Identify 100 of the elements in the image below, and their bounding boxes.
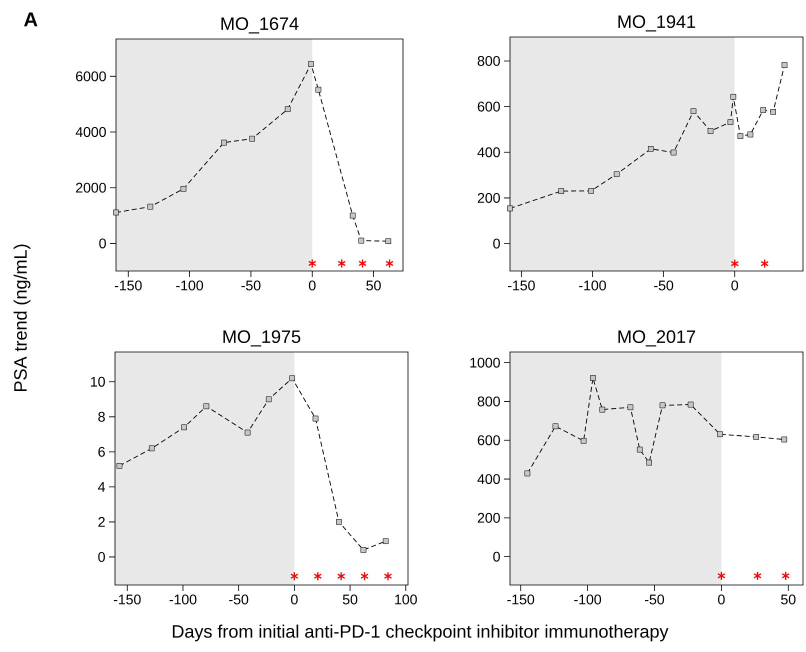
chart-title: MO_1975	[223, 330, 300, 346]
point	[358, 258, 367, 268]
point	[284, 106, 291, 112]
point	[113, 210, 119, 216]
x-tick-label: -150	[114, 594, 141, 604]
point	[660, 402, 666, 408]
x-tick-label: -100	[170, 594, 196, 604]
chart-title: MO_2017	[618, 330, 696, 346]
point	[244, 430, 250, 436]
y-tick-label: 600	[478, 435, 500, 446]
y-tick-label: 400	[477, 474, 500, 484]
x-tick-label: -150	[508, 280, 535, 290]
y-tick-label: 600	[478, 102, 500, 112]
y-tick-label: 800	[478, 396, 500, 406]
point	[181, 424, 187, 430]
point	[690, 108, 696, 114]
point	[760, 107, 766, 113]
point	[670, 150, 676, 156]
x-tick-label: -150	[507, 594, 534, 604]
x-tick-label: 0	[291, 594, 298, 604]
point	[590, 375, 596, 381]
point	[688, 402, 694, 408]
point	[507, 206, 513, 212]
point	[636, 446, 643, 452]
point	[646, 460, 652, 466]
x-tick-label: 50	[342, 594, 358, 604]
point	[266, 396, 272, 402]
y-tick-label: 0	[493, 238, 500, 249]
point	[312, 416, 318, 422]
point	[204, 403, 210, 410]
point	[782, 62, 788, 68]
x-tick-label: 100	[395, 594, 417, 604]
point	[717, 571, 726, 581]
y-tick-label: 6000	[76, 71, 106, 82]
y-tick-label: 800	[478, 56, 500, 66]
x-tick-label: -100	[176, 280, 204, 290]
point	[730, 259, 739, 268]
point	[524, 470, 530, 476]
point	[717, 431, 723, 438]
y-tick-label: 4000	[76, 127, 106, 137]
point	[760, 259, 769, 268]
x-tick-label: -150	[114, 280, 142, 290]
point	[708, 128, 714, 134]
y-tick-label: 6	[98, 446, 105, 457]
point	[628, 404, 634, 410]
point	[308, 258, 316, 268]
y-tick-label: 200	[478, 512, 500, 523]
point	[580, 438, 586, 444]
point	[588, 188, 594, 194]
point	[728, 119, 734, 125]
point	[358, 238, 364, 244]
x-tick-label: 0	[308, 280, 316, 290]
point	[753, 434, 760, 440]
point	[385, 258, 394, 268]
point	[770, 109, 776, 115]
y-tick-label: 0	[99, 238, 106, 248]
x-tick-label: -50	[241, 280, 260, 290]
point	[221, 140, 227, 146]
point	[382, 538, 389, 544]
y-tick-label: 1000	[470, 358, 500, 368]
point	[338, 258, 346, 268]
y-tick-label: 200	[478, 192, 500, 203]
point	[781, 571, 790, 581]
y-tick-label: 2000	[76, 182, 106, 193]
point	[360, 572, 369, 581]
point	[748, 132, 754, 138]
point	[180, 186, 186, 192]
point	[116, 463, 122, 469]
point	[148, 445, 155, 452]
point	[350, 212, 356, 218]
y-tick-label: 0	[493, 552, 500, 562]
point	[558, 188, 564, 194]
point	[249, 136, 255, 142]
point	[314, 572, 322, 581]
y-tick-label: 10	[90, 376, 105, 387]
point	[730, 94, 736, 100]
point	[552, 423, 558, 430]
y-tick-label: 2	[98, 517, 105, 527]
x-tick-label: -50	[645, 594, 664, 604]
x-tick-label: 0	[731, 280, 738, 290]
x-tick-label: 50	[366, 280, 381, 290]
y-axis-title: PSA trend (ng/mL)	[14, 244, 30, 392]
point	[385, 238, 392, 244]
x-tick-label: -100	[579, 280, 606, 290]
x-tick-label: -50	[229, 594, 248, 604]
point	[289, 375, 295, 382]
point	[781, 436, 788, 442]
x-tick-label: -50	[654, 280, 674, 290]
x-tick-label: 0	[718, 594, 725, 604]
point	[738, 133, 744, 139]
point	[316, 86, 322, 93]
point	[648, 146, 654, 152]
point	[360, 547, 366, 553]
chart-title: MO_1941	[618, 15, 696, 32]
y-tick-label: 4	[98, 482, 106, 492]
y-tick-label: 8	[98, 412, 105, 422]
point	[290, 572, 298, 581]
x-axis-title: Days from initial anti-PD-1 checkpoint inhibitor immunotherapy	[172, 624, 668, 642]
point	[384, 572, 392, 581]
point	[599, 406, 606, 412]
